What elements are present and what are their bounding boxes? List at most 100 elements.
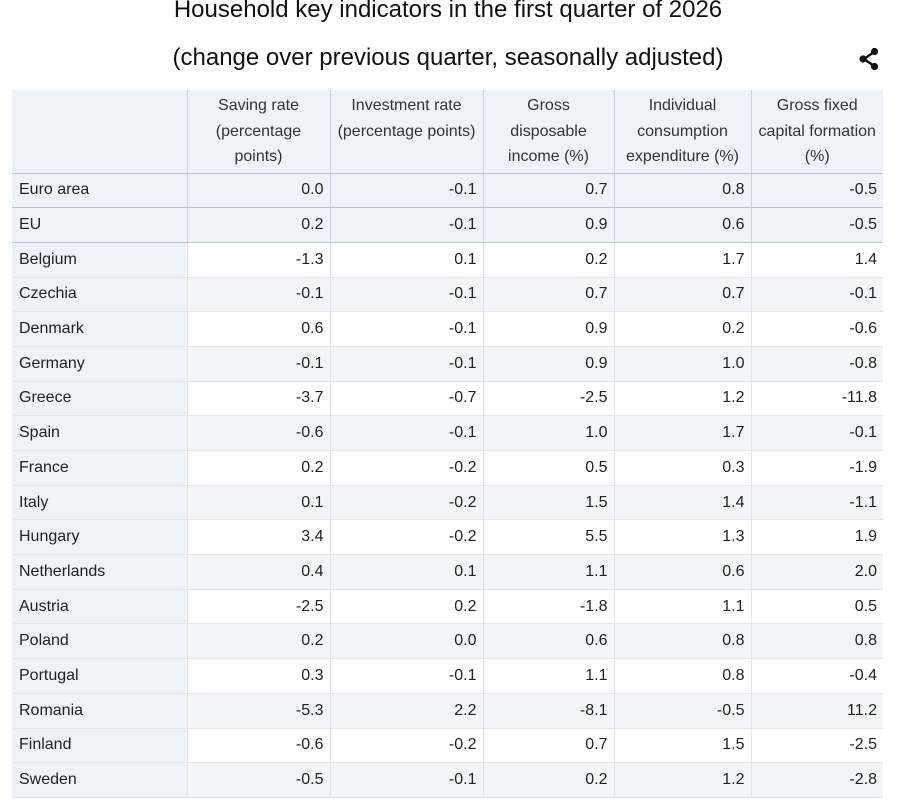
table-cell: -0.5: [186, 762, 330, 798]
chart-title-line2: (change over previous quarter, seasonall…: [172, 44, 724, 71]
table-cell: -1.3: [186, 242, 330, 278]
column-header-saving-rate: Saving rate (percentage points): [186, 90, 330, 174]
row-label: Netherlands: [12, 554, 187, 590]
table-cell: 1.4: [613, 485, 751, 521]
table-cell: 0.9: [482, 311, 614, 347]
table-cell: 1.1: [482, 554, 614, 590]
table-cell: -0.5: [750, 207, 883, 243]
table-row: Czechia -0.1 -0.1 0.7 0.7 -0.1: [12, 277, 883, 313]
table-cell: 0.2: [482, 762, 614, 798]
table-cell: -0.5: [750, 173, 883, 209]
column-header-consumption-expenditure: Individual consumption expenditure (%): [613, 90, 751, 174]
table-cell: 0.8: [750, 623, 883, 660]
table-cell: -0.2: [329, 519, 483, 556]
row-label: EU: [12, 207, 187, 243]
table-cell: 2.2: [329, 693, 483, 729]
table-row: Romania -5.3 2.2 -8.1 -0.5 11.2: [12, 693, 883, 729]
table-cell: 0.3: [186, 658, 330, 694]
table-cell: 0.7: [482, 728, 614, 764]
table-row: Denmark 0.6 -0.1 0.9 0.2 -0.6: [12, 311, 883, 347]
table-cell: -0.1: [329, 311, 483, 347]
row-label: Austria: [12, 589, 187, 625]
table-cell: -0.1: [329, 346, 483, 382]
table-row: Portugal 0.3 -0.1 1.1 0.8 -0.4: [12, 658, 883, 694]
table-cell: -0.1: [329, 415, 483, 451]
table-row: Finland -0.6 -0.2 0.7 1.5 -2.5: [12, 728, 883, 764]
table-cell: -0.1: [329, 762, 483, 798]
table-cell: -0.1: [186, 346, 330, 382]
table-cell: 0.2: [186, 623, 330, 660]
table-cell: 0.8: [613, 173, 751, 209]
table-row: France 0.2 -0.2 0.5 0.3 -1.9: [12, 450, 883, 486]
table-row: Austria -2.5 0.2 -1.8 1.1 0.5: [12, 589, 883, 625]
table-cell: 1.5: [613, 728, 751, 764]
table-body: Euro area 0.0 -0.1 0.7 0.8 -0.5 EU 0.2 -0.1 0.9 0.…: [12, 173, 883, 798]
table-cell: 0.1: [329, 554, 483, 590]
table-cell: 0.6: [186, 311, 330, 347]
table-cell: 1.9: [750, 519, 883, 556]
table-cell: -0.5: [613, 693, 751, 729]
table-cell: 0.9: [482, 346, 614, 382]
table-cell: 0.1: [329, 242, 483, 278]
header-row: Saving rate (percentage points) Investme…: [12, 90, 883, 174]
row-label: Germany: [12, 346, 187, 382]
table-cell: 0.6: [482, 623, 614, 660]
table-cell: -0.6: [750, 311, 883, 347]
table-cell: 5.5: [482, 519, 614, 556]
table-cell: 0.8: [613, 658, 751, 694]
table-cell: 0.2: [186, 450, 330, 486]
table-row: Greece -3.7 -0.7 -2.5 1.2 -11.8: [12, 381, 883, 417]
table-cell: 1.0: [613, 346, 751, 382]
column-header-investment-rate: Investment rate (percentage points): [329, 90, 483, 174]
table-cell: -0.1: [329, 173, 483, 209]
table-cell: -0.2: [329, 728, 483, 764]
table-cell: -0.1: [329, 277, 483, 313]
column-header-gross-fixed-capital-formation: Gross fixed capital formation (%): [750, 90, 883, 174]
table-cell: -0.6: [186, 415, 330, 451]
table-row: Germany -0.1 -0.1 0.9 1.0 -0.8: [12, 346, 883, 382]
table-cell: 3.4: [186, 519, 330, 556]
table-cell: -2.5: [186, 589, 330, 625]
table-row: EU 0.2 -0.1 0.9 0.6 -0.5: [12, 207, 883, 243]
table-cell: -0.4: [750, 658, 883, 694]
column-header-gross-disposable-income: Gross disposable income (%): [482, 90, 614, 174]
table-cell: 1.0: [482, 415, 614, 451]
row-label: Euro area: [12, 173, 187, 209]
table-cell: 0.2: [329, 589, 483, 625]
indicators-table: Saving rate (percentage points) Investme…: [12, 90, 883, 798]
table-cell: 0.2: [186, 207, 330, 243]
table-cell: 11.2: [750, 693, 883, 729]
table-cell: -1.1: [750, 485, 883, 521]
table-cell: 2.0: [750, 554, 883, 590]
row-label: Poland: [12, 623, 187, 660]
table-cell: -0.2: [329, 485, 483, 521]
row-label: Sweden: [12, 762, 187, 798]
table-cell: -1.9: [750, 450, 883, 486]
table-cell: 0.5: [482, 450, 614, 486]
table-cell: -3.7: [186, 381, 330, 417]
table-cell: 0.4: [186, 554, 330, 590]
table-cell: 1.3: [613, 519, 751, 556]
share-icon[interactable]: [857, 47, 881, 71]
table-cell: 0.2: [482, 242, 614, 278]
table-cell: 1.2: [613, 762, 751, 798]
row-label: Romania: [12, 693, 187, 729]
table-cell: 0.1: [186, 485, 330, 521]
table-row: Spain -0.6 -0.1 1.0 1.7 -0.1: [12, 415, 883, 451]
table-cell: -1.8: [482, 589, 614, 625]
table-cell: 0.7: [482, 173, 614, 209]
table-cell: 0.7: [482, 277, 614, 313]
table-row: Belgium -1.3 0.1 0.2 1.7 1.4: [12, 242, 883, 278]
table-row: Netherlands 0.4 0.1 1.1 0.6 2.0: [12, 554, 883, 590]
table-cell: -11.8: [750, 381, 883, 417]
table-cell: 1.7: [613, 242, 751, 278]
table-cell: -2.8: [750, 762, 883, 798]
table-cell: -5.3: [186, 693, 330, 729]
table-cell: 1.5: [482, 485, 614, 521]
table-cell: -0.8: [750, 346, 883, 382]
row-label: France: [12, 450, 187, 486]
table-cell: 1.2: [613, 381, 751, 417]
column-header-corner: [12, 90, 187, 174]
row-label: Spain: [12, 415, 187, 451]
table-row: Italy 0.1 -0.2 1.5 1.4 -1.1: [12, 485, 883, 521]
